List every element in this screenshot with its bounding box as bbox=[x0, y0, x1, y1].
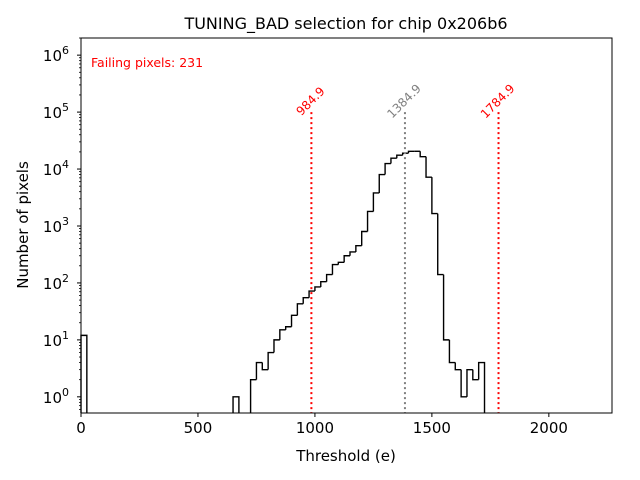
histogram-bin bbox=[460, 369, 467, 398]
histogram-bin bbox=[366, 210, 374, 232]
histogram-bin bbox=[477, 361, 486, 413]
histogram-bin bbox=[232, 396, 240, 413]
failing-pixels-annotation: Failing pixels: 231 bbox=[91, 55, 203, 70]
histogram-bin bbox=[267, 351, 274, 370]
histogram-bin bbox=[372, 192, 380, 212]
histogram-bin bbox=[249, 378, 257, 413]
histogram-bin bbox=[378, 173, 386, 193]
histogram-bin bbox=[349, 251, 356, 256]
histogram-bin bbox=[255, 361, 263, 380]
histogram-bin bbox=[355, 245, 362, 252]
histogram-bin bbox=[279, 329, 286, 340]
histogram-bin bbox=[396, 154, 403, 159]
histogram-bin bbox=[466, 368, 473, 397]
y-tick-label: 106 bbox=[43, 44, 69, 65]
histogram-bin bbox=[431, 177, 438, 215]
histogram-bin bbox=[343, 255, 351, 263]
histogram-bin bbox=[337, 261, 345, 265]
y-tick-label: 104 bbox=[43, 158, 69, 179]
y-tick-label: 101 bbox=[43, 329, 69, 350]
histogram-bin bbox=[425, 156, 432, 178]
histogram-bin bbox=[384, 162, 391, 175]
histogram-bin bbox=[296, 303, 304, 316]
histogram-bin bbox=[273, 339, 280, 353]
y-tick-label: 102 bbox=[43, 272, 69, 293]
chart-title: TUNING_BAD selection for chip 0x206b6 bbox=[183, 14, 507, 34]
y-tick-label: 105 bbox=[43, 101, 69, 122]
y-axis-label: Number of pixels bbox=[14, 161, 32, 289]
histogram-bin bbox=[331, 263, 339, 275]
histogram-bin bbox=[419, 151, 427, 158]
histogram-bin bbox=[302, 297, 310, 304]
histogram-bin bbox=[284, 326, 292, 330]
histogram-bin bbox=[308, 290, 315, 298]
histogram-bin bbox=[442, 274, 450, 341]
plot-area: 984.9 1384.9 1784.90 500 1000 1500 20001001011… bbox=[43, 37, 613, 437]
y-tick-label: 103 bbox=[43, 215, 69, 236]
histogram-bin bbox=[361, 230, 368, 246]
histogram-bin bbox=[448, 339, 456, 364]
histogram-bin bbox=[454, 362, 462, 371]
x-tick-label: 1000 bbox=[296, 419, 334, 437]
x-tick-label: 0 bbox=[76, 419, 86, 437]
histogram-bin bbox=[472, 369, 479, 381]
histogram-bin bbox=[314, 286, 321, 292]
histogram-bin bbox=[290, 314, 298, 327]
histogram-bin bbox=[390, 157, 397, 164]
y-tick-label: 100 bbox=[43, 386, 69, 407]
histogram-bin bbox=[320, 281, 327, 287]
x-tick-label: 2000 bbox=[530, 419, 568, 437]
histogram-bin bbox=[261, 362, 269, 371]
x-tick-label: 1500 bbox=[413, 419, 451, 437]
histogram-bin bbox=[407, 150, 415, 154]
histogram-bin bbox=[401, 152, 409, 156]
histogram-bin bbox=[325, 273, 333, 282]
histogram-bin bbox=[437, 213, 444, 276]
x-tick-label: 500 bbox=[184, 419, 213, 437]
x-axis-label: Threshold (e) bbox=[295, 447, 396, 465]
